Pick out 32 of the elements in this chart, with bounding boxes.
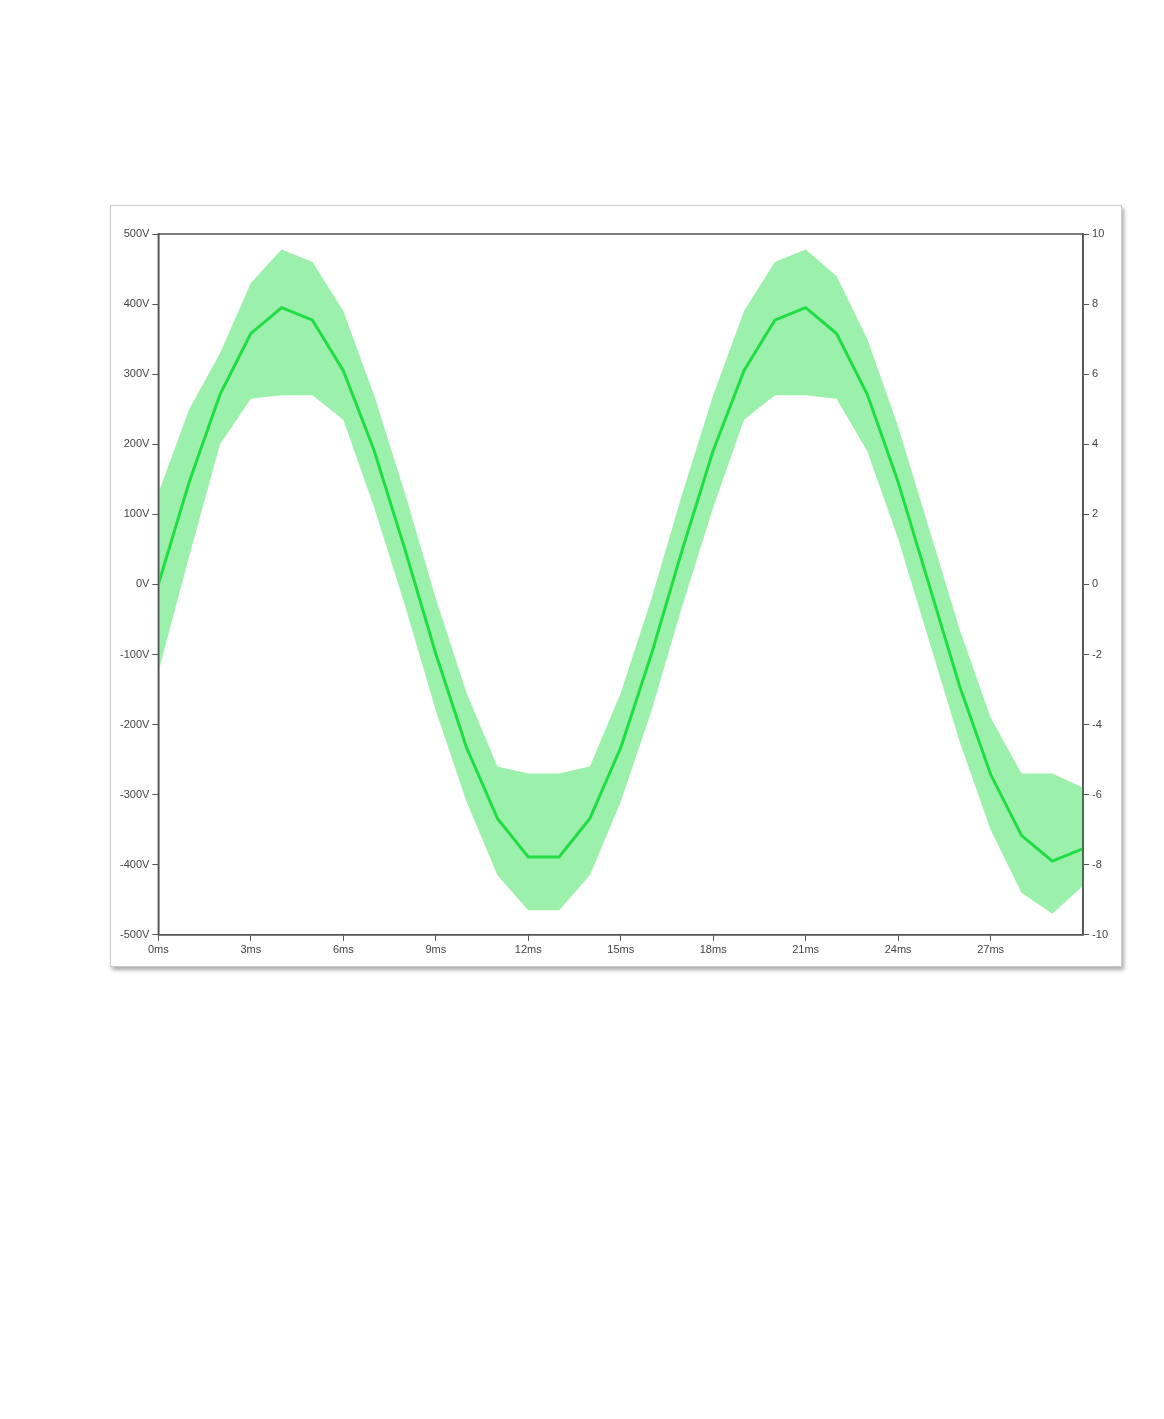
- x-tick-label: 9ms: [425, 943, 447, 956]
- x-tick-label: 15ms: [607, 943, 635, 956]
- x-tick-label: 0ms: [147, 943, 170, 956]
- y-tick-label: -100V: [119, 647, 151, 660]
- y2-tick-label: -6: [1092, 787, 1102, 800]
- x-tick-label: 27ms: [977, 943, 1005, 956]
- y-tick-label: 200V: [123, 437, 150, 450]
- y2-tick-label: 0: [1092, 577, 1099, 590]
- y2-tick-label: 2: [1092, 507, 1099, 520]
- y2-tick-label: 10: [1092, 227, 1105, 240]
- y-tick-label: 300V: [123, 367, 150, 380]
- y2-tick-label: 6: [1092, 367, 1099, 380]
- x-tick-label: 18ms: [699, 943, 728, 956]
- x-tick-label: 21ms: [792, 943, 820, 956]
- y2-tick-label: 4: [1092, 437, 1099, 450]
- y2-tick-label: 8: [1092, 297, 1099, 310]
- y2-tick-label: -10: [1092, 927, 1109, 940]
- y-tick-label: -400V: [119, 857, 151, 870]
- y2-tick-label: -8: [1092, 857, 1102, 870]
- x-tick-label: 24ms: [884, 943, 913, 956]
- y-tick-label: -200V: [119, 717, 151, 730]
- x-tick-label: 3ms: [240, 943, 262, 956]
- y2-tick-label: -2: [1092, 647, 1102, 660]
- x-tick-label: 12ms: [514, 943, 543, 956]
- y-tick-label: 0V: [135, 577, 150, 590]
- y-tick-label: 400V: [123, 297, 150, 310]
- y-tick-label: 100V: [123, 507, 150, 520]
- y-tick-label: -500V: [119, 927, 151, 940]
- y2-tick-label: -4: [1092, 717, 1102, 730]
- y-tick-label: 500V: [123, 227, 150, 240]
- y-tick-label: -300V: [119, 787, 151, 800]
- x-tick-label: 6ms: [332, 943, 355, 956]
